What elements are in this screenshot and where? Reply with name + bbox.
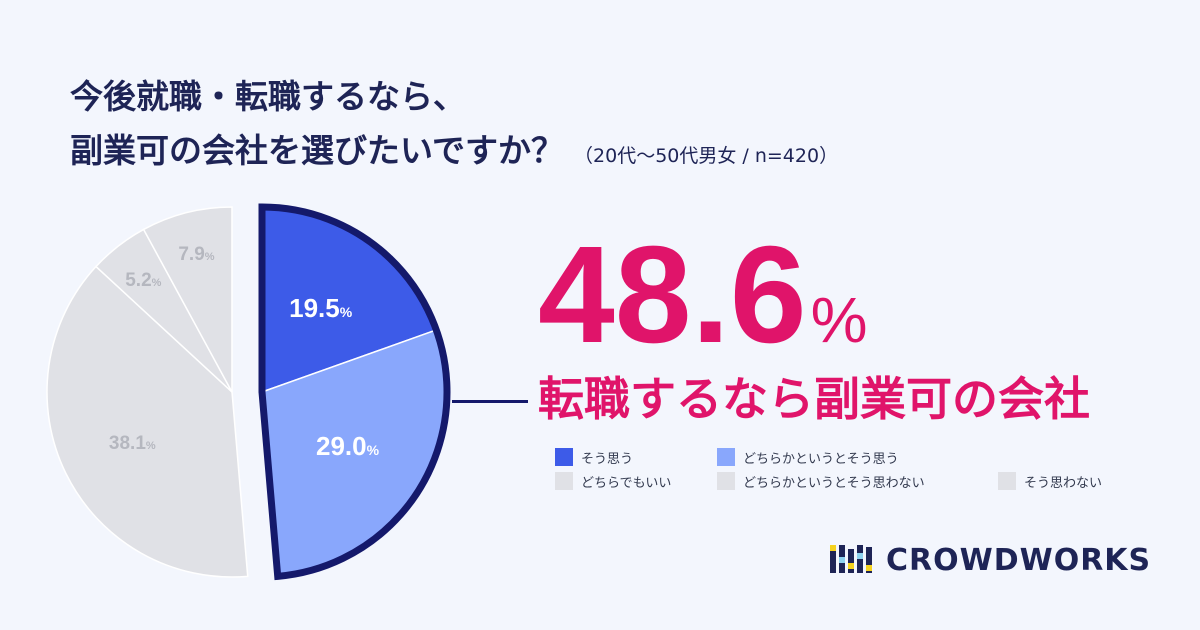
legend-item: どちらかというとそう思う [717,448,899,467]
legend-item: そう思わない [998,472,1103,491]
highlight-unit: % [810,284,868,356]
legend-label: そう思う [581,451,634,467]
highlight-label: 転職するなら副業可の会社 [538,372,1090,426]
legend-item: そう思う [555,448,634,467]
legend-label: どちらでもいい [581,475,672,491]
highlight-outline [258,203,451,581]
title-line-2: 副業可の会社を選びたいですか？ （20代〜50代男女 / n=420） [70,124,838,183]
chart-title: 今後就職・転職するなら、 副業可の会社を選びたいですか？ （20代〜50代男女 /… [70,70,838,183]
legend-swatch [998,472,1016,490]
highlight-number: 48.6 [538,218,807,372]
legend-label: そう思わない [1024,475,1103,491]
brand-name: CROWDWORKS [886,542,1152,578]
slice-value-label: 38.1% [109,433,156,454]
title-line-1: 今後就職・転職するなら、 [70,77,466,116]
legend-swatch [717,448,735,466]
legend-swatch [555,448,573,466]
pie-slice [142,206,233,393]
highlight-value: 48.6% [538,225,868,390]
pie-slice [46,265,249,578]
legend-item: どちらでもいい [555,472,672,491]
connector-line [452,400,528,403]
crowdworks-logo-icon [830,545,872,573]
title-subtitle: （20代〜50代男女 / n=420） [574,145,839,167]
legend-label: どちらかというとそう思う [743,451,899,467]
legend-swatch [717,472,735,490]
pie-chart: 19.5%29.0%38.1%5.2%7.9% [46,203,451,581]
brand-logo: CROWDWORKS [830,540,1151,580]
legend-swatch [555,472,573,490]
title-line-2-text: 副業可の会社を選びたいですか？ [70,131,565,170]
legend-item: どちらかというとそう思わない [717,472,925,491]
legend-label: どちらかというとそう思わない [743,475,925,491]
